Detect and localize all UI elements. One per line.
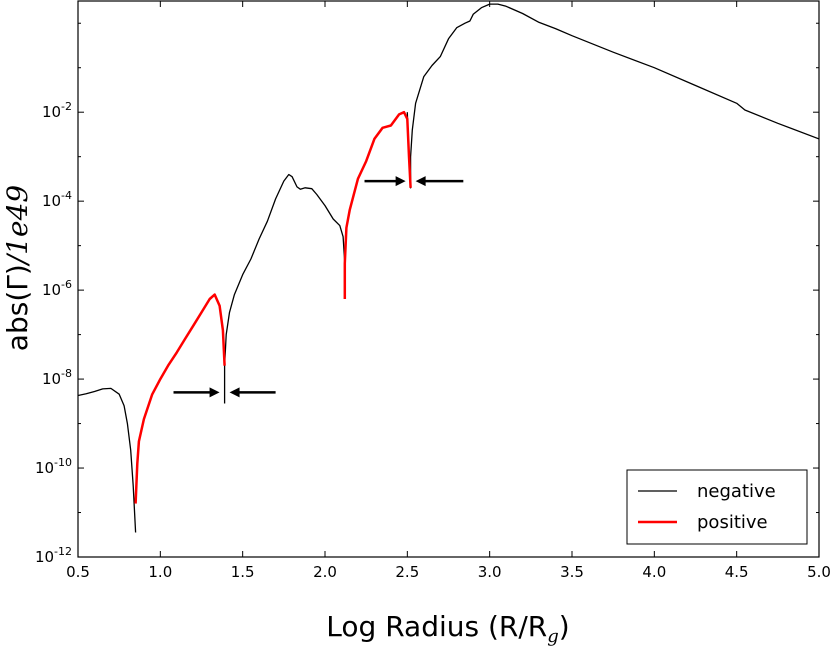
arrow-right-head (395, 176, 406, 187)
series-layer (78, 3, 819, 533)
legend-label-negative: negative (697, 481, 776, 502)
x-tick-label: 2.5 (395, 563, 419, 581)
arrow-right-head (209, 387, 220, 398)
svg-text:Log Radius (R/Rg): Log Radius (R/Rg) (326, 610, 569, 647)
y-tick-label: 10-12 (35, 545, 72, 566)
x-tick-label: 0.5 (66, 563, 90, 581)
y-axis-label-main: abs(Γ) (1, 264, 34, 351)
x-tick-label: 4.5 (725, 563, 749, 581)
arrow-pair (173, 387, 276, 398)
legend: negative positive (626, 469, 808, 545)
x-axis-label-sub: g (547, 626, 559, 647)
arrow-pair (364, 176, 464, 187)
legend-label-positive: positive (697, 512, 768, 533)
y-axis-label-italic: /1e49 (1, 185, 34, 267)
x-axis-label-main: Log Radius (R/R (326, 610, 547, 643)
arrow-left-head (415, 176, 426, 187)
x-axis-label: Log Radius (R/Rg) (326, 610, 569, 647)
y-tick-label: 10-8 (42, 367, 72, 388)
legend-box (626, 469, 808, 545)
series-negative-segment (223, 173, 346, 404)
y-tick-label: 10-6 (42, 278, 72, 299)
plot-frame (77, 0, 820, 558)
x-tick-label: 4.0 (642, 563, 666, 581)
x-tick-label: 5.0 (807, 563, 831, 581)
series-negative-segment (406, 3, 819, 189)
series-positive-segment (343, 110, 412, 299)
x-tick-label: 3.0 (478, 563, 502, 581)
x-axis-label-close: ) (559, 610, 570, 643)
x-tick-label: 1.5 (231, 563, 255, 581)
y-tick-label: 10-4 (42, 189, 72, 210)
y-axis-label: abs(Γ)/1e49 (1, 185, 34, 351)
x-axis-ticks: 0.5 1.0 1.5 2.0 2.5 3.0 3.5 4.0 4.5 5.0 (66, 1, 831, 581)
y-axis-ticks: 10-12 10-10 10-8 10-6 10-4 10-2 (35, 22, 819, 566)
x-tick-label: 2.0 (313, 563, 337, 581)
series-positive-segment (134, 293, 226, 504)
x-tick-label: 3.5 (560, 563, 584, 581)
x-tick-label: 1.0 (148, 563, 172, 581)
y-tick-label: 10-2 (42, 100, 72, 121)
series-negative-segment (78, 387, 137, 533)
svg-text:abs(Γ)/1e49: abs(Γ)/1e49 (1, 185, 34, 351)
y-tick-label: 10-10 (35, 456, 72, 477)
annotation-layer (173, 176, 464, 398)
arrow-left-head (229, 387, 240, 398)
